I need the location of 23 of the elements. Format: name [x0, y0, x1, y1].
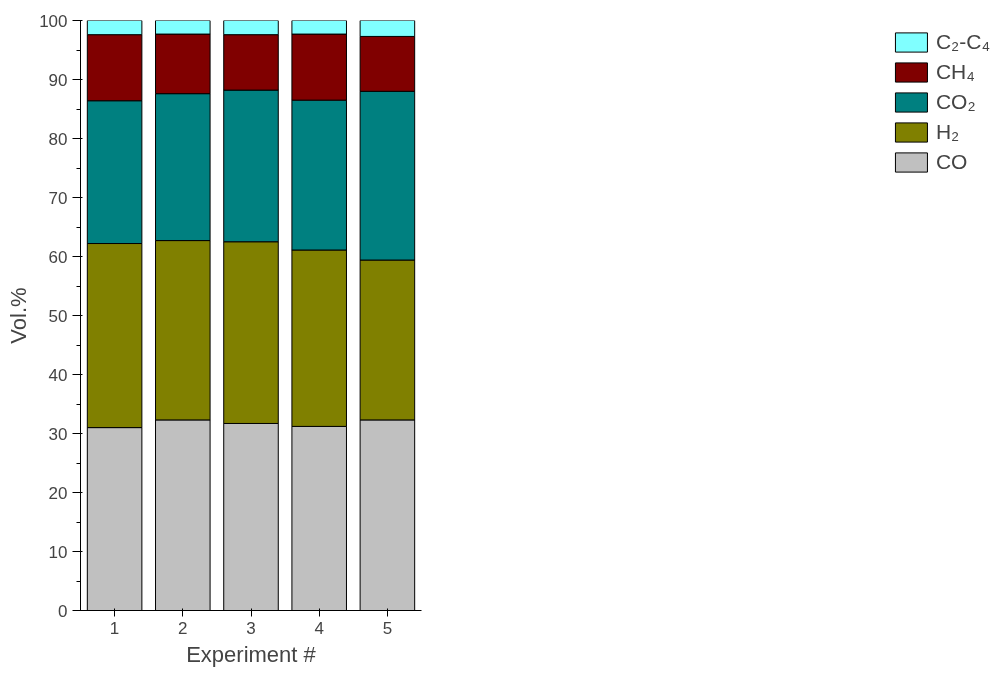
- legend-label: H₂: [935, 120, 960, 144]
- y-tick-label: 10: [48, 542, 68, 562]
- x-tick-label: 3: [246, 618, 256, 638]
- y-tick-label: 60: [48, 247, 68, 267]
- y-tick-label: 50: [48, 306, 68, 326]
- y-axis-title: Vol.%: [6, 287, 32, 344]
- legend-label: CO: [935, 150, 968, 174]
- legend-label: CO₂: [935, 90, 976, 114]
- x-tick-label: 2: [178, 618, 188, 638]
- y-tick-label: 100: [39, 11, 68, 31]
- y-tick-label: 90: [48, 70, 68, 90]
- y-tick-label: 40: [48, 365, 68, 385]
- y-tick-label: 0: [58, 601, 68, 621]
- legend-label: C₂-C₄: [935, 30, 990, 54]
- y-tick-label: 80: [48, 129, 68, 149]
- y-tick-label: 20: [48, 483, 68, 503]
- x-tick-label: 5: [382, 618, 393, 638]
- y-tick-label: 70: [48, 188, 68, 208]
- x-tick-label: 4: [314, 618, 324, 638]
- x-tick-label: 1: [109, 618, 120, 638]
- x-axis-title: Experiment #: [186, 641, 317, 667]
- y-tick-label: 30: [48, 424, 68, 444]
- legend-label: CH₄: [935, 60, 975, 84]
